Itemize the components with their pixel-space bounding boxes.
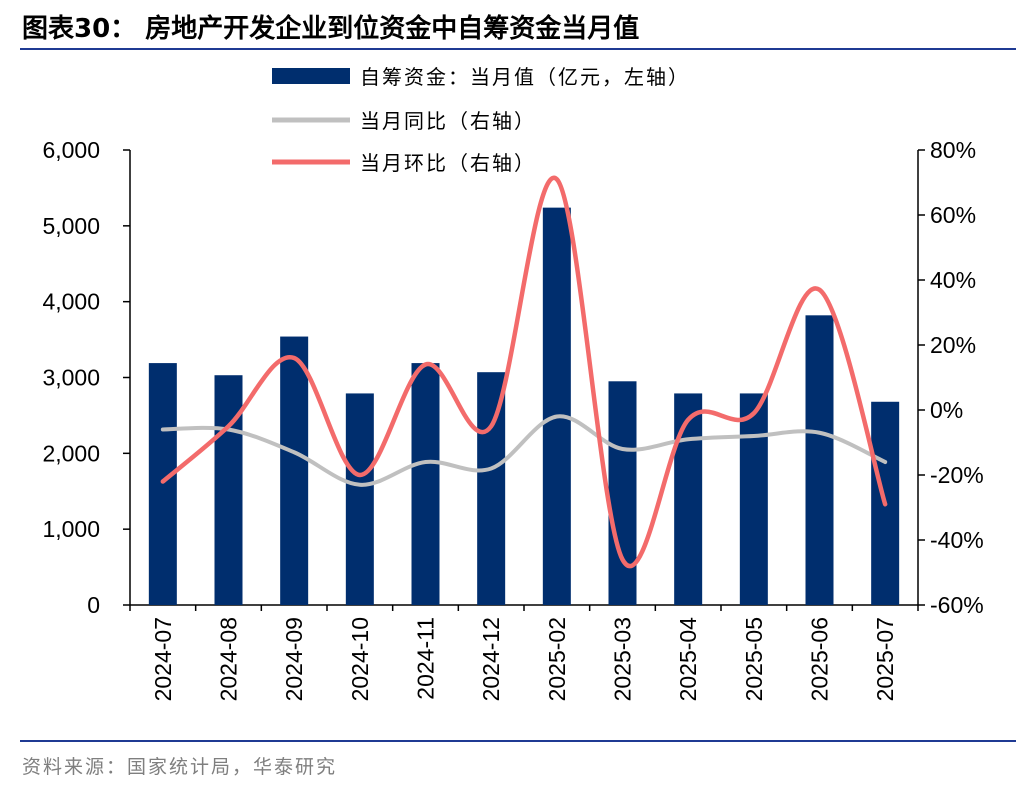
right-tick-label: 20% xyxy=(930,332,976,358)
chart-title: 图表30： 房地产开发企业到位资金中自筹资金当月值 xyxy=(22,14,640,44)
bar xyxy=(542,207,571,605)
bar xyxy=(608,381,637,605)
bar xyxy=(280,336,309,605)
line-series xyxy=(160,175,888,569)
axes: 0 1,000 2,000 3,000 4,000 5,000 6,000 -60% -40% -… xyxy=(42,137,983,701)
bar xyxy=(411,363,440,605)
right-tick-label: -40% xyxy=(930,527,984,553)
x-tick-label: 2024-08 xyxy=(216,617,242,701)
left-tick-label: 1,000 xyxy=(42,516,100,542)
right-tick-label: 60% xyxy=(930,202,976,228)
mom-line xyxy=(160,175,888,569)
yoy-line xyxy=(160,414,888,487)
legend-swatch-bar xyxy=(272,68,350,84)
left-tick-label: 0 xyxy=(87,592,100,618)
x-tick-label: 2025-02 xyxy=(544,617,570,701)
left-tick-label: 3,000 xyxy=(42,365,100,391)
bar-series xyxy=(148,207,900,605)
left-tick-label: 4,000 xyxy=(42,289,100,315)
left-tick-label: 6,000 xyxy=(42,137,100,163)
source-divider xyxy=(20,740,1016,742)
bar xyxy=(674,393,703,605)
bar xyxy=(345,393,374,605)
x-tick-label: 2024-11 xyxy=(413,617,439,700)
x-tick-label: 2024-10 xyxy=(347,617,373,701)
bar xyxy=(477,372,506,605)
bar xyxy=(214,375,243,605)
source-note: 资料来源：国家统计局，华泰研究 xyxy=(22,756,338,778)
right-tick-label: 0% xyxy=(930,397,963,423)
legend-label: 当月环比（右轴） xyxy=(360,151,536,175)
x-tick-label: 2024-07 xyxy=(150,617,176,701)
title-divider xyxy=(20,48,1016,50)
right-tick-label: 40% xyxy=(930,267,976,293)
x-tick-label: 2025-05 xyxy=(741,617,767,701)
right-tick-label: -60% xyxy=(930,592,984,618)
x-tick-label: 2025-03 xyxy=(610,617,636,701)
legend-label: 自筹资金：当月值（亿元，左轴） xyxy=(360,65,690,89)
bar xyxy=(805,315,834,605)
x-tick-label: 2025-06 xyxy=(807,617,833,701)
x-tick-label: 2024-12 xyxy=(478,617,504,701)
x-tick-label: 2024-09 xyxy=(281,617,307,701)
left-tick-label: 2,000 xyxy=(42,440,100,466)
right-tick-label: 80% xyxy=(930,137,976,163)
x-tick-label: 2025-07 xyxy=(872,617,898,701)
legend: 自筹资金：当月值（亿元，左轴） 当月同比（右轴） 当月环比（右轴） xyxy=(272,65,690,175)
right-tick-label: -20% xyxy=(930,462,984,488)
x-tick-label: 2025-04 xyxy=(675,617,701,702)
legend-label: 当月同比（右轴） xyxy=(360,109,536,133)
left-tick-label: 5,000 xyxy=(42,213,100,239)
bar xyxy=(148,363,177,605)
bar xyxy=(739,393,768,605)
